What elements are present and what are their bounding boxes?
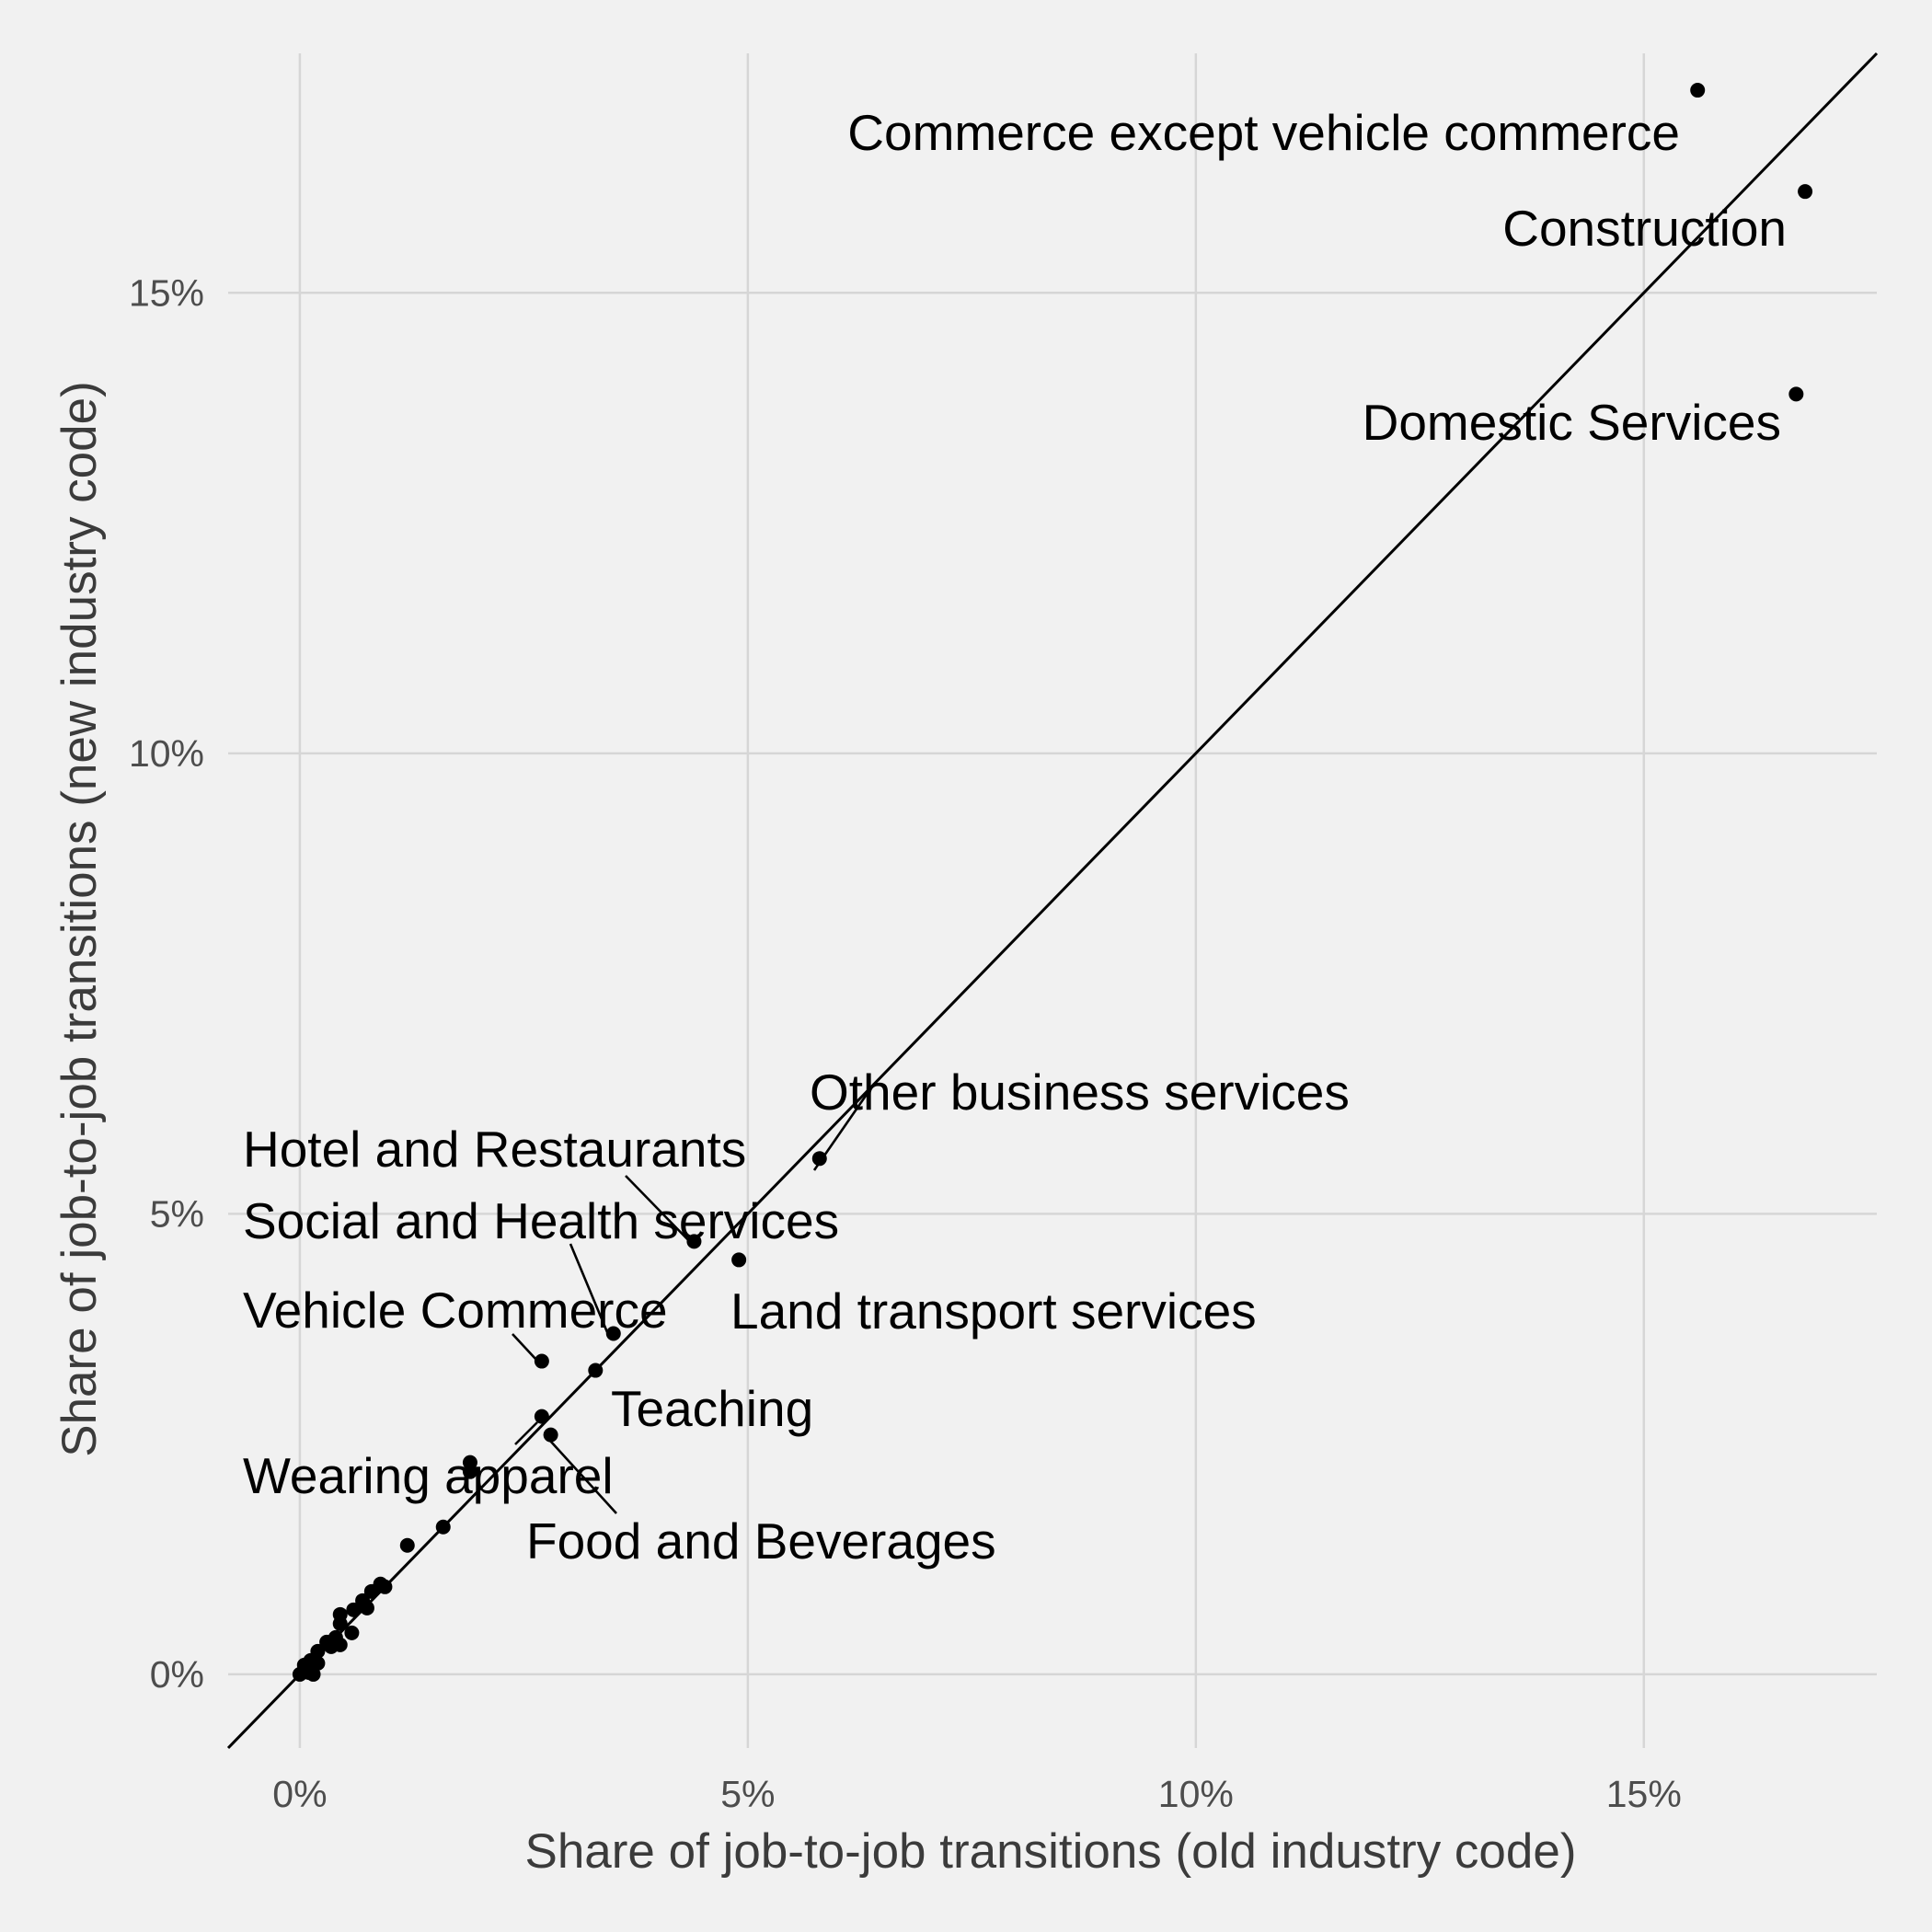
point-label: Teaching: [611, 1380, 813, 1437]
point-label: Commerce except vehicle commerce: [847, 104, 1680, 161]
y-tick-label: 10%: [129, 732, 204, 775]
data-point: [359, 1600, 374, 1616]
unlabeled-points: [292, 1455, 477, 1682]
labeled-data-point: [1798, 184, 1813, 200]
labeled-data-point: [731, 1252, 747, 1268]
x-axis-title: Share of job-to-job transitions (old ind…: [524, 1824, 1576, 1879]
data-point: [319, 1634, 335, 1650]
x-tick-label: 10%: [1158, 1773, 1234, 1815]
point-label: Food and Beverages: [526, 1512, 996, 1570]
labeled-data-point: [1690, 83, 1706, 98]
label-leader-line: [569, 1243, 609, 1333]
data-point: [344, 1625, 360, 1640]
labeled-data-point: [534, 1353, 549, 1369]
x-tick-label: 15%: [1606, 1773, 1682, 1815]
labeled-data-point: [543, 1427, 558, 1443]
data-point: [435, 1519, 451, 1535]
y-tick-label: 15%: [129, 271, 204, 314]
grid-layer: [228, 53, 1877, 1748]
data-point: [399, 1537, 415, 1553]
labeled-data-point: [811, 1151, 827, 1167]
point-label: Social and Health services: [243, 1192, 839, 1249]
data-point: [305, 1666, 321, 1682]
label-leader-line: [549, 1440, 617, 1514]
x-tick-label: 5%: [720, 1773, 775, 1815]
point-label: Other business services: [810, 1064, 1350, 1121]
y-tick-label: 5%: [150, 1192, 204, 1235]
labeled-points: Commerce except vehicle commerce Construc…: [243, 83, 1813, 1570]
labeled-data-point: [686, 1234, 702, 1249]
labeled-data-point: [534, 1409, 549, 1424]
y-tick-label: 0%: [150, 1653, 204, 1696]
identity-line: [226, 52, 1879, 1750]
point-label: Vehicle Commerce: [243, 1282, 668, 1339]
tick-labels: 0% 5% 10% 15% 0% 5% 10% 15%: [129, 271, 1682, 1815]
label-leader-line: [512, 1333, 537, 1361]
labeled-data-point: [1788, 386, 1804, 402]
labeled-data-point: [588, 1363, 604, 1378]
point-label: Land transport services: [730, 1282, 1257, 1340]
label-leader-line: [625, 1175, 696, 1248]
label-leader-line: [514, 1421, 538, 1445]
labeled-data-point: [605, 1326, 621, 1341]
point-label: Domestic Services: [1363, 394, 1781, 451]
data-point: [462, 1464, 477, 1479]
point-label: Wearing apparel: [243, 1447, 614, 1504]
data-point: [346, 1602, 362, 1617]
data-point: [332, 1616, 348, 1631]
data-point: [332, 1637, 348, 1652]
point-label: Hotel and Restaurants: [243, 1121, 746, 1178]
point-label: Construction: [1502, 200, 1787, 257]
x-tick-label: 0%: [272, 1773, 327, 1815]
y-axis-title: Share of job-to-job transitions (new ind…: [52, 381, 107, 1457]
data-point: [363, 1583, 379, 1599]
